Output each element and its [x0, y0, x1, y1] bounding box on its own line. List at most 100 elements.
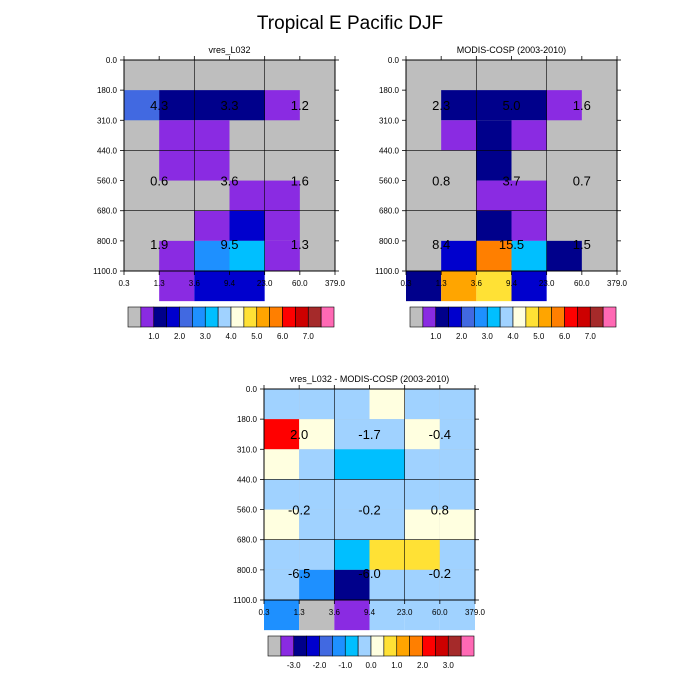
heatmap-cell — [476, 210, 512, 241]
colorbar-swatch — [409, 635, 423, 657]
heatmap-cell — [159, 90, 195, 121]
heatmap-cell — [159, 150, 195, 181]
y-tick-label: 440.0 — [97, 146, 118, 155]
colorbar-label: 1.0 — [148, 332, 160, 341]
y-tick-label: 1100.0 — [375, 267, 399, 276]
colorbar-swatch — [435, 306, 449, 328]
heatmap-cell — [511, 120, 547, 151]
colorbar-label: -2.0 — [313, 661, 327, 670]
heatmap-cell — [439, 509, 475, 540]
y-tick-label: 180.0 — [379, 86, 400, 95]
colorbar-label: 6.0 — [559, 332, 571, 341]
x-tick-label: 23.0 — [397, 608, 413, 617]
heatmap-cell — [476, 120, 512, 151]
y-tick-label: 1100.0 — [93, 267, 117, 276]
colorbar-label: 2.0 — [174, 332, 186, 341]
colorbar-swatch — [422, 306, 437, 328]
y-tick-label: 560.0 — [97, 177, 118, 186]
colorbar-swatch — [435, 635, 449, 657]
colorbar-label: 1.0 — [391, 661, 403, 670]
heatmap-cell — [439, 419, 475, 450]
heatmap-cell — [439, 600, 475, 631]
colorbar-label: 3.0 — [482, 332, 494, 341]
colorbar-swatch — [256, 306, 270, 328]
x-tick-label: 0.3 — [400, 279, 412, 288]
heatmap-cell — [194, 271, 230, 302]
colorbar-label: 2.0 — [456, 332, 468, 341]
cell-value-label: -6.5 — [288, 566, 310, 581]
y-tick-label: 800.0 — [237, 566, 258, 575]
colorbar-label: 5.0 — [533, 332, 545, 341]
colorbar: 1.0 2.0 3.0 4.0 5.0 6.0 7.0 — [127, 306, 335, 341]
heatmap-cell — [264, 509, 300, 540]
heatmap-cell — [439, 389, 475, 420]
colorbar-swatch — [230, 306, 245, 328]
colorbar-swatch — [409, 306, 424, 328]
colorbar-swatch — [192, 306, 206, 328]
y-tick-label: 1100.0 — [233, 596, 257, 605]
colorbar-swatch — [370, 635, 385, 657]
heatmap-cell — [369, 539, 405, 570]
y-tick-label: 310.0 — [237, 445, 258, 454]
cell-value-label: 4.3 — [150, 98, 168, 113]
x-tick-label: 3.6 — [329, 608, 341, 617]
colorbar-swatch — [332, 635, 346, 657]
colorbar-swatch — [217, 306, 232, 328]
y-tick-label: 800.0 — [97, 237, 118, 246]
cell-value-label: 9.5 — [220, 237, 238, 252]
colorbar-label: 2.0 — [417, 661, 429, 670]
heatmap-cell — [404, 509, 440, 540]
heatmap-cell — [404, 600, 440, 631]
heatmap-cell — [299, 600, 335, 631]
cell-value-label: 2.3 — [432, 98, 450, 113]
heatmap-cell — [299, 509, 335, 540]
x-tick-label: 60.0 — [292, 279, 308, 288]
colorbar-swatch — [166, 306, 180, 328]
y-tick-label: 680.0 — [237, 536, 258, 545]
heatmap-cell — [229, 90, 265, 121]
cell-value-label: 5.0 — [502, 98, 520, 113]
figure-title: Tropical E Pacific DJF — [257, 13, 443, 34]
y-tick-label: 440.0 — [237, 475, 258, 484]
x-tick-label: 9.4 — [364, 608, 376, 617]
heatmap-cell — [476, 240, 512, 271]
heatmap-cell — [124, 90, 160, 121]
colorbar-swatch — [295, 306, 309, 328]
heatmap-panel-2: MODIS-COSP (2003-2010) 0.0 180.0 310.0 440.0… — [375, 45, 627, 341]
heatmap-cell — [369, 479, 405, 510]
colorbar-swatch — [460, 635, 475, 657]
heatmap-cell — [334, 539, 370, 570]
heatmap-cell — [404, 449, 440, 480]
y-tick-label: 800.0 — [379, 237, 400, 246]
x-tick-label: 0.3 — [118, 279, 130, 288]
heatmap-cell — [299, 419, 335, 450]
colorbar-swatch — [319, 635, 333, 657]
cell-value-label: 15.5 — [499, 237, 524, 252]
y-tick-label: 0.0 — [246, 385, 258, 394]
colorbar-swatch — [474, 306, 488, 328]
colorbar-swatch — [293, 635, 307, 657]
cell-value-label: 0.7 — [573, 174, 591, 189]
colorbar-label: 7.0 — [585, 332, 597, 341]
heatmap-cell — [264, 389, 300, 420]
heatmap-cell — [299, 569, 335, 600]
x-tick-label: 379.0 — [465, 608, 486, 617]
heatmap-cell — [404, 539, 440, 570]
cell-value-label: 1.5 — [573, 237, 591, 252]
heatmap-cell — [229, 271, 265, 302]
y-tick-label: 680.0 — [379, 207, 400, 216]
colorbar-swatch — [499, 306, 514, 328]
x-tick-label: 9.4 — [506, 279, 518, 288]
colorbar-swatch — [127, 306, 142, 328]
heatmap-cell — [264, 90, 300, 121]
heatmap-cell — [299, 449, 335, 480]
colorbar-swatch — [269, 306, 283, 328]
heatmap-cell — [334, 389, 370, 420]
heatmap-cell — [439, 479, 475, 510]
cell-value-label: -1.7 — [358, 427, 380, 442]
cell-value-label: -0.4 — [429, 427, 451, 442]
heatmap-cell — [369, 569, 405, 600]
heatmap-cell — [406, 271, 442, 302]
colorbar-swatch — [140, 306, 155, 328]
y-tick-label: 560.0 — [379, 177, 400, 186]
